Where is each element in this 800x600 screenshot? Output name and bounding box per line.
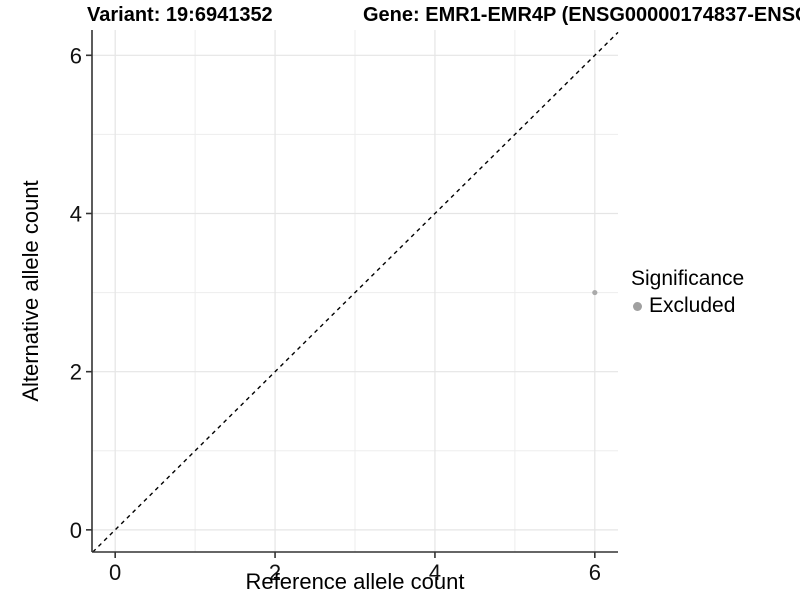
- legend-title: Significance: [631, 267, 745, 290]
- x-tick-label: 2: [269, 560, 281, 585]
- x-tick-label: 0: [109, 560, 121, 585]
- y-tick-label: 4: [70, 201, 82, 226]
- legend: Significance Excluded: [631, 267, 744, 318]
- x-tick-label: 4: [429, 560, 441, 585]
- plot-title-gene: Gene: EMR1-EMR4P (ENSG00000174837-ENSG: [363, 4, 800, 26]
- x-axis-title: Reference allele count: [245, 569, 465, 594]
- legend-entry-excluded: Excluded: [633, 294, 744, 318]
- data-point: [592, 289, 598, 296]
- y-axis-title: Alternative allele count: [18, 180, 43, 402]
- legend-entry-label: Excluded: [649, 294, 736, 317]
- y-tick-label: 6: [70, 43, 82, 68]
- legend-point-icon: [633, 301, 642, 311]
- plot-title-variant: Variant: 19:6941352: [87, 4, 273, 26]
- x-tick-label: 6: [589, 560, 601, 585]
- y-tick-label: 2: [70, 360, 82, 385]
- identity-reference-line: [92, 31, 619, 553]
- y-tick-label: 0: [70, 518, 82, 543]
